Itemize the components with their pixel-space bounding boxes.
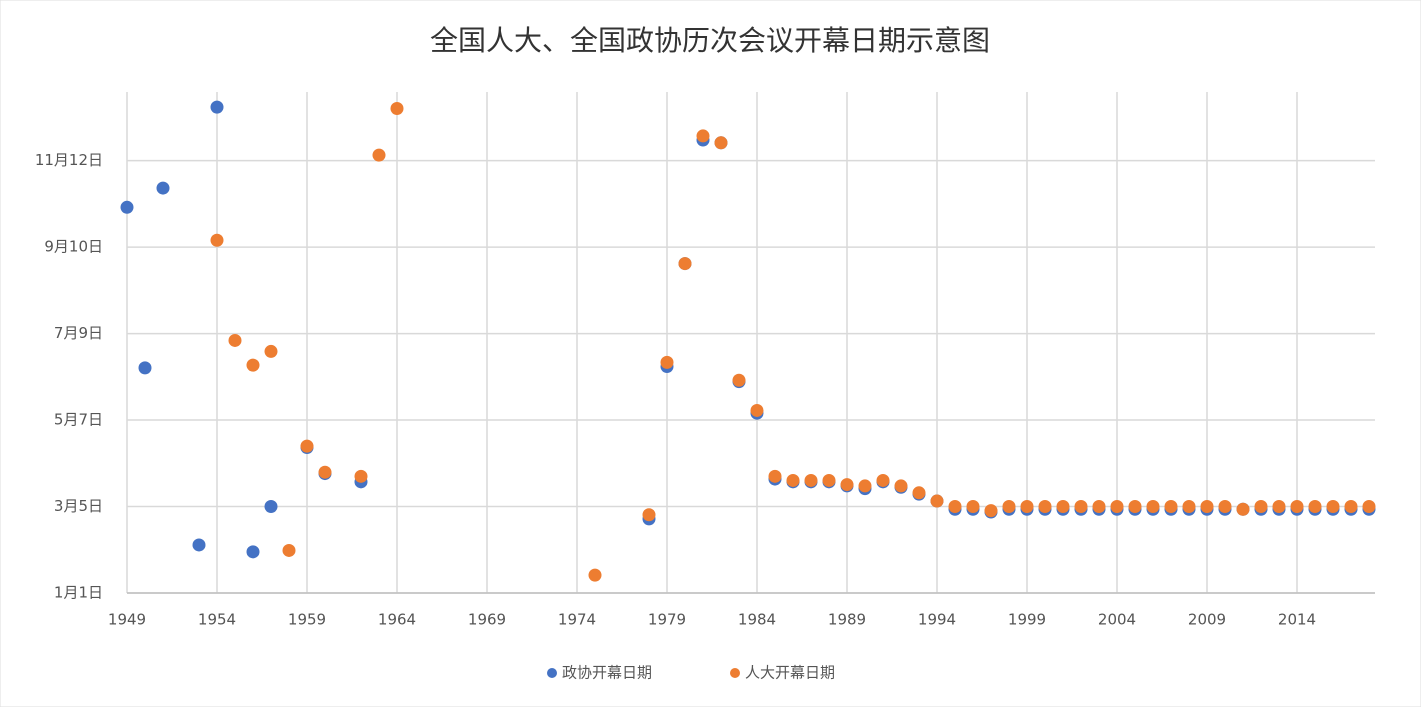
point [984, 504, 998, 518]
x-tick-label: 2009 [1188, 611, 1226, 629]
point [1146, 500, 1160, 514]
point [1272, 500, 1286, 514]
point [120, 200, 134, 214]
point [138, 361, 152, 375]
point [1182, 500, 1196, 514]
point [822, 473, 836, 487]
point [1326, 500, 1340, 514]
point [318, 465, 332, 479]
point [228, 333, 242, 347]
point [930, 494, 944, 508]
point [714, 136, 728, 150]
point [588, 568, 602, 582]
point [1074, 500, 1088, 514]
point [1038, 500, 1052, 514]
legend-marker [730, 668, 740, 678]
point [894, 479, 908, 493]
point [1056, 500, 1070, 514]
point [264, 344, 278, 358]
point [642, 508, 656, 522]
point [1218, 500, 1232, 514]
point [696, 129, 710, 143]
x-tick-label: 1994 [918, 611, 956, 629]
x-tick-label: 1989 [828, 611, 866, 629]
point [1002, 500, 1016, 514]
y-tick-label: 3月5日 [54, 497, 103, 515]
y-tick-label: 7月9日 [54, 324, 103, 342]
point [246, 545, 260, 559]
point [678, 257, 692, 271]
point [1128, 500, 1142, 514]
x-tick-label: 1959 [288, 611, 326, 629]
point [840, 478, 854, 492]
y-tick-label: 9月10日 [44, 238, 103, 256]
point [948, 500, 962, 514]
point [876, 473, 890, 487]
point [372, 148, 386, 162]
point [966, 500, 980, 514]
x-tick-label: 1984 [738, 611, 776, 629]
point [354, 469, 368, 483]
point [1290, 500, 1304, 514]
x-tick-label: 1979 [648, 611, 686, 629]
point [912, 486, 926, 500]
point [156, 181, 170, 195]
x-tick-label: 1999 [1008, 611, 1046, 629]
point [210, 233, 224, 247]
y-tick-label: 11月12日 [35, 151, 103, 169]
y-tick-label: 5月7日 [54, 411, 103, 429]
point [1254, 500, 1268, 514]
x-tick-label: 1949 [108, 611, 146, 629]
point [1164, 500, 1178, 514]
point [732, 373, 746, 387]
point [1344, 500, 1358, 514]
point [660, 355, 674, 369]
point [768, 469, 782, 483]
x-tick-label: 1954 [198, 611, 236, 629]
point [1236, 502, 1250, 516]
point [858, 479, 872, 493]
point [1110, 500, 1124, 514]
chart-title: 全国人大、全国政协历次会议开幕日期示意图 [430, 24, 990, 57]
legend-label: 人大开幕日期 [745, 664, 835, 682]
x-tick-label: 1974 [558, 611, 596, 629]
point [750, 403, 764, 417]
point [192, 538, 206, 552]
y-tick-label: 1月1日 [54, 584, 103, 602]
point [1200, 500, 1214, 514]
point [264, 500, 278, 514]
x-tick-label: 2004 [1098, 611, 1136, 629]
point [300, 439, 314, 453]
point [1092, 500, 1106, 514]
point [246, 358, 260, 372]
legend-marker [547, 668, 557, 678]
point [282, 543, 296, 557]
point [786, 473, 800, 487]
point [804, 473, 818, 487]
point [1308, 500, 1322, 514]
x-tick-label: 1964 [378, 611, 416, 629]
x-tick-label: 2014 [1278, 611, 1316, 629]
x-tick-label: 1969 [468, 611, 506, 629]
point [1362, 500, 1376, 514]
legend-label: 政协开幕日期 [562, 664, 652, 682]
point [210, 100, 224, 114]
point [390, 101, 404, 115]
point [1020, 500, 1034, 514]
